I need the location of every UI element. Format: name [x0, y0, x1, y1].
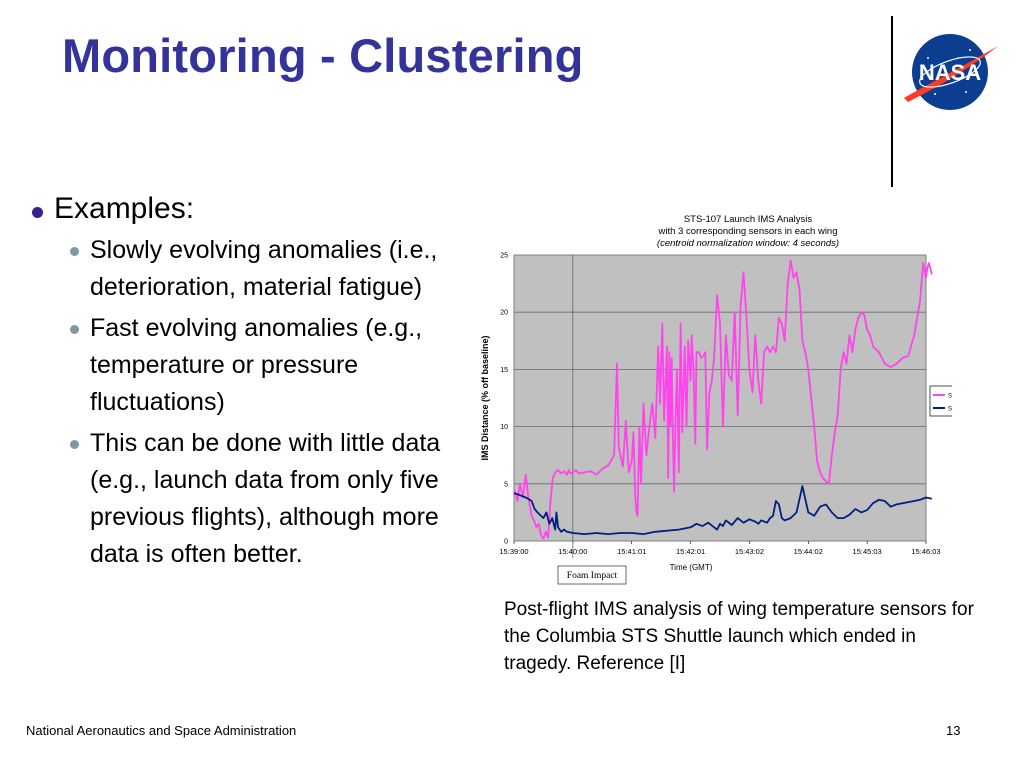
chart-title: STS-107 Launch IMS Analysis: [684, 214, 813, 225]
y-tick-label: 25: [500, 253, 508, 260]
subbullet-item: This can be done with little data (e.g.,…: [28, 425, 490, 573]
x-tick-label: 15:42:01: [676, 547, 705, 556]
ims-chart: STS-107 Launch IMS Analysis with 3 corre…: [480, 214, 952, 585]
x-tick-label: 15:39:00: [499, 547, 528, 556]
footer-text: National Aeronautics and Space Administr…: [26, 723, 297, 738]
figure-caption: Post-flight IMS analysis of wing tempera…: [504, 599, 974, 674]
page-number: 13: [946, 723, 961, 738]
nasa-logo-text: NASA: [919, 60, 981, 85]
annotation-label: Foam Impact: [567, 571, 618, 581]
bullet-dot-icon: [70, 440, 79, 449]
x-tick-label: 15:45:03: [853, 547, 882, 556]
bullet-examples: Examples:: [28, 192, 488, 226]
foam-impact-annotation: Foam Impact: [557, 565, 627, 585]
y-tick-label: 20: [500, 310, 508, 317]
plot-area: [513, 254, 927, 542]
x-tick-label: 15:43:02: [735, 547, 764, 556]
bullet-list: Examples: Slowly evolving anomalies (i.e…: [28, 192, 488, 577]
nasa-logo-globe: [912, 34, 988, 110]
chart-subtitle: with 3 corresponding sensors in each win…: [657, 226, 837, 237]
bullet-dot-icon: [32, 207, 43, 218]
legend-entry: STS-107 Right Wing: [948, 407, 952, 413]
nasa-logo: NASA: [904, 34, 998, 110]
bullet-dot-icon: [70, 247, 79, 256]
x-tick-label: 15:46:03: [911, 547, 940, 556]
nasa-logo-swoosh: [904, 46, 998, 102]
chart-note: (centroid normalization window: 4 second…: [657, 238, 839, 249]
series-line-left-wing: [513, 259, 933, 540]
bullet-dot-icon: [70, 325, 79, 334]
y-axis-label: IMS Distance (% off baseline): [480, 335, 490, 460]
x-tick-label: 15:44:02: [794, 547, 823, 556]
x-tick-label: 15:41:01: [617, 547, 646, 556]
legend-entry: STS-107 Left Wing: [948, 394, 952, 400]
y-tick-label: 10: [500, 424, 508, 431]
title-divider: [891, 16, 893, 187]
y-tick-label: 5: [504, 481, 508, 488]
y-tick-label: 15: [500, 367, 508, 374]
y-tick-label: 0: [504, 539, 508, 546]
slide-title: Monitoring - Clustering: [62, 29, 584, 82]
x-axis-label: Time (GMT): [670, 563, 713, 572]
series-line-right-wing: [513, 485, 933, 535]
subbullet-item: Fast evolving anomalies (e.g., temperatu…: [28, 310, 490, 421]
subbullet-item: Slowly evolving anomalies (i.e., deterio…: [28, 232, 490, 306]
